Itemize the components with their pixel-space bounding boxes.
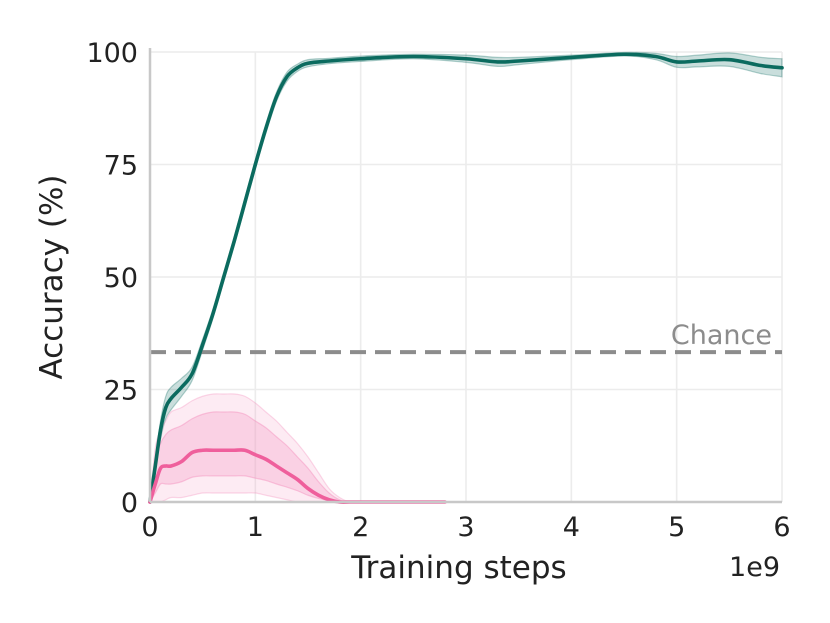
x-tick-label: 5: [668, 512, 685, 543]
x-tick-labels: 0 1 2 3 4 5 6: [141, 512, 790, 543]
y-axis-label: Accuracy (%): [34, 174, 70, 379]
y-tick-labels: 0 25 50 75 100: [86, 38, 138, 519]
x-tick-label: 0: [141, 512, 158, 543]
y-tick-label: 0: [121, 488, 138, 519]
y-tick-label: 25: [104, 376, 138, 407]
x-tick-label: 1: [247, 512, 264, 543]
x-tick-label: 3: [457, 512, 474, 543]
series-0-line: [148, 52, 784, 504]
axes: [148, 48, 782, 504]
chance-label: Chance: [671, 320, 772, 351]
x-tick-label: 2: [352, 512, 369, 543]
x-tick-label: 4: [563, 512, 580, 543]
y-tick-label: 75: [104, 151, 138, 182]
grid: [150, 51, 783, 502]
chance-reference: Chance: [150, 320, 782, 355]
x-tick-label: 6: [773, 512, 790, 543]
x-axis-label: Training steps: [350, 550, 566, 586]
y-tick-label: 100: [86, 38, 138, 69]
x-offset-label: 1e9: [729, 552, 780, 583]
series-1-inner-band: [149, 411, 445, 503]
series-1-outer-band: [149, 393, 445, 503]
y-tick-label: 50: [104, 263, 138, 294]
